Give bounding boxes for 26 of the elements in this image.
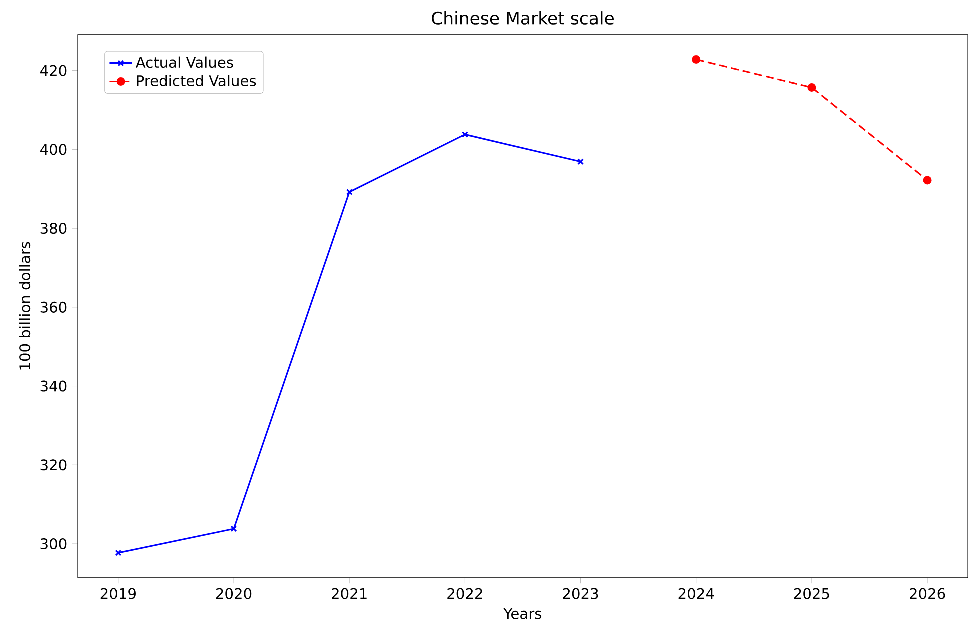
y-tick-label: 380 xyxy=(40,223,67,234)
x-tick-label: 2025 xyxy=(794,588,830,600)
point xyxy=(462,131,468,138)
point xyxy=(692,56,701,64)
chart-title: Chinese Market scale xyxy=(432,12,614,25)
x-axis-title: Years xyxy=(504,608,542,620)
y-tick-label: 320 xyxy=(40,460,67,471)
point xyxy=(923,176,932,185)
x-tick-label: 2022 xyxy=(448,588,482,600)
y-tick-label: 360 xyxy=(40,302,67,313)
point xyxy=(346,189,353,196)
point xyxy=(230,526,238,532)
y-axis-title: 100 billion dollars xyxy=(19,242,31,370)
legend-label: Actual Values xyxy=(136,56,234,68)
point xyxy=(808,84,816,92)
y-tick-label: 420 xyxy=(40,65,67,76)
x-tick-label: 2019 xyxy=(100,588,136,600)
x-tick-label: 2026 xyxy=(910,588,946,600)
y-tick-label: 400 xyxy=(40,144,67,156)
legend-label: Predicted Values xyxy=(137,75,256,87)
x-tick-label: 2023 xyxy=(563,588,598,600)
x-tick-label: 2021 xyxy=(332,588,367,600)
y-tick-label: 340 xyxy=(40,380,67,392)
x-tick-label: 2020 xyxy=(216,588,252,600)
x-tick-label: 2024 xyxy=(678,588,714,600)
y-tick-label: 300 xyxy=(40,538,67,550)
